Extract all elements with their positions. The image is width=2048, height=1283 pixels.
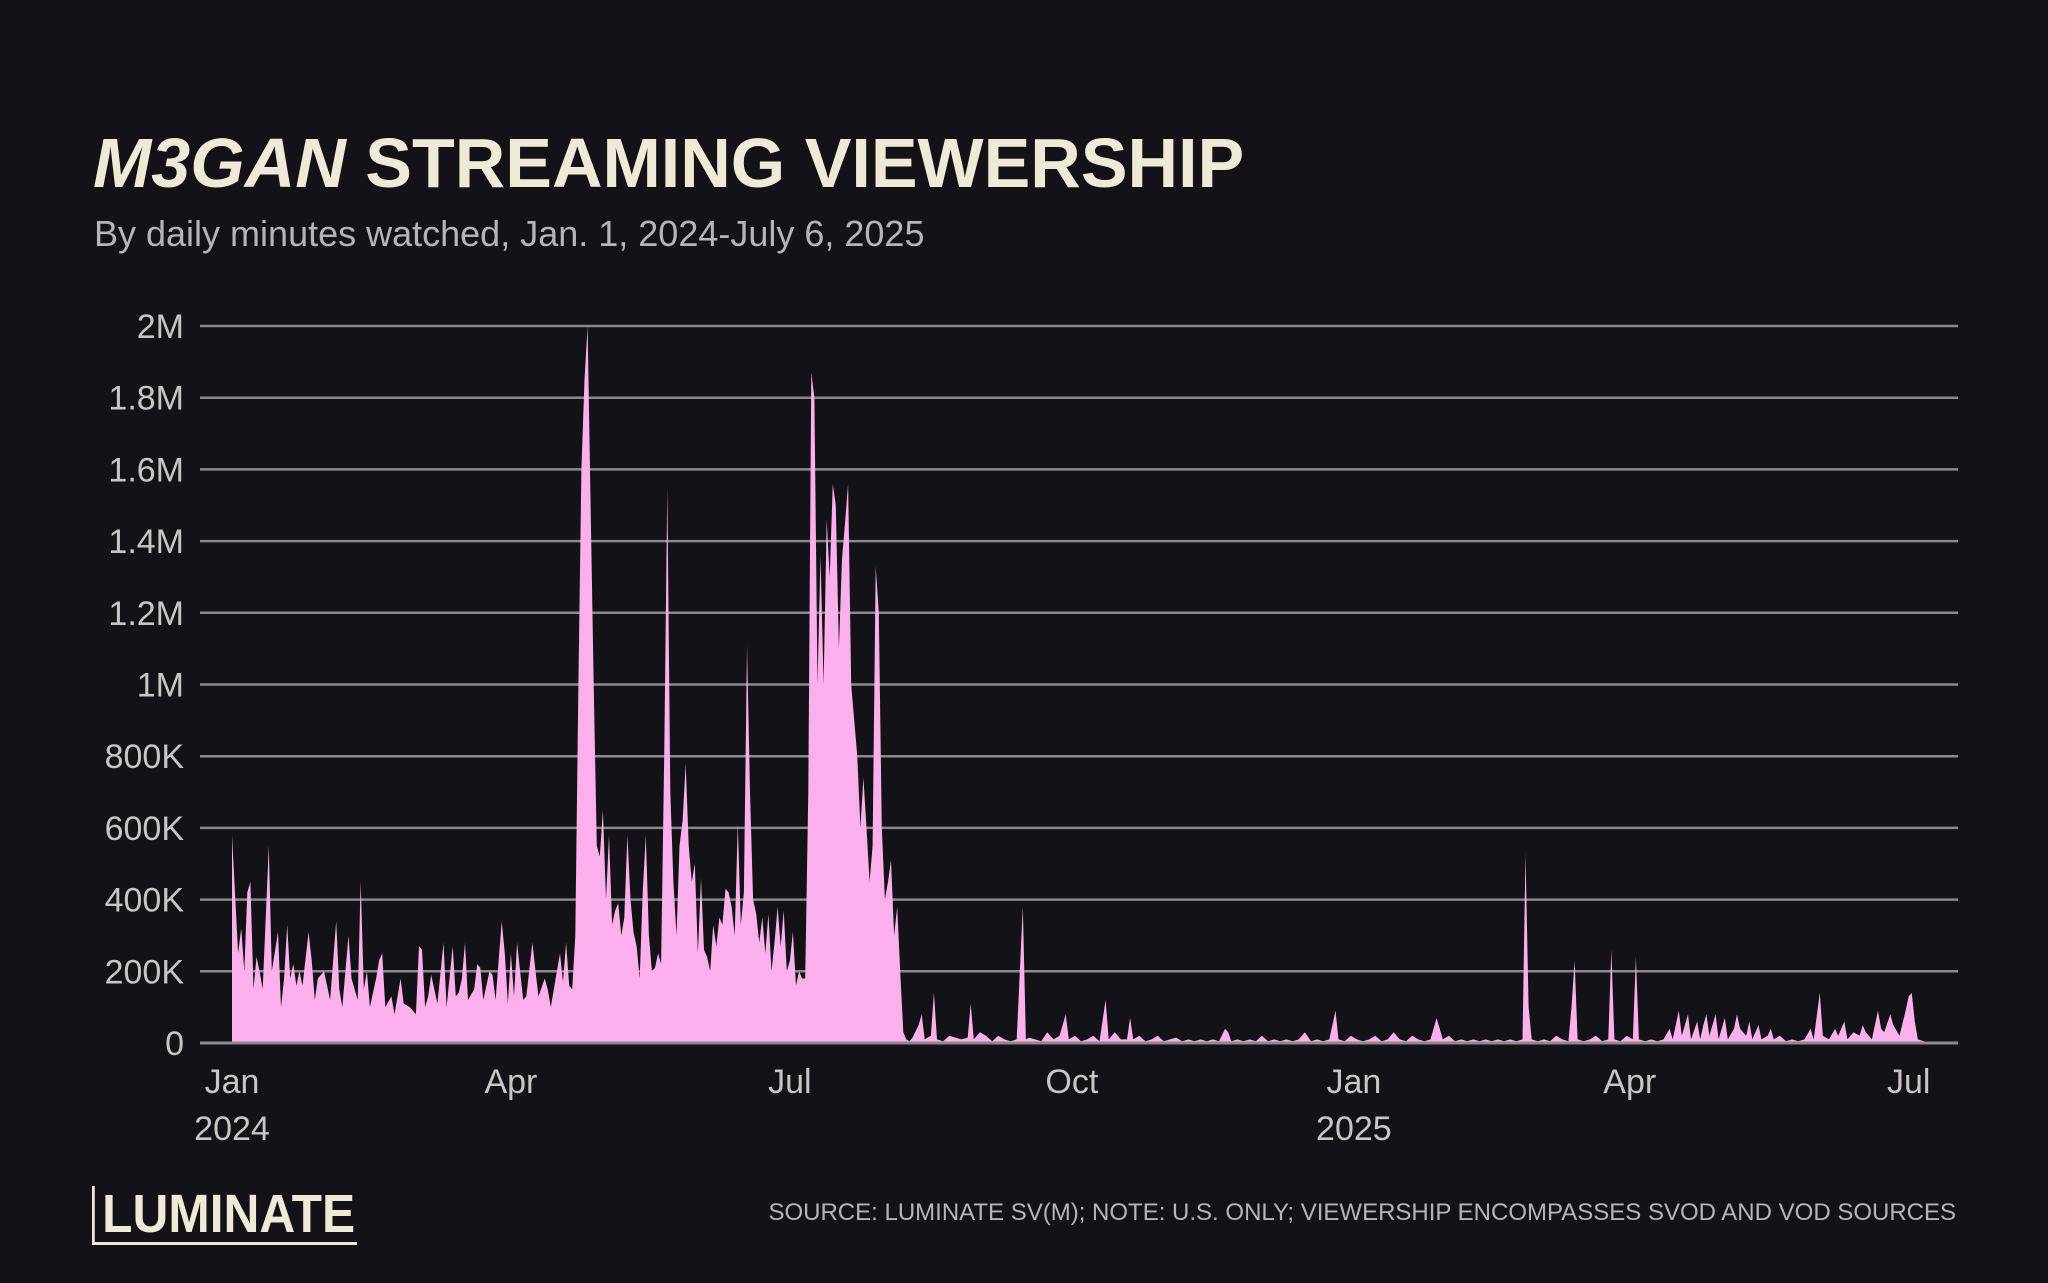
y-tick-label: 400K	[105, 882, 185, 920]
x-tick-year: 2025	[1316, 1110, 1392, 1148]
x-axis-ticks: Jan 2024 Apr Jul Oct Jan 2025 Apr Jul	[194, 1063, 1930, 1148]
y-tick-label: 800K	[105, 738, 185, 776]
y-tick-label: 1.4M	[108, 523, 184, 561]
chart-title: M3GAN STREAMING VIEWERSHIP	[93, 128, 1244, 198]
y-tick-label: 600K	[105, 810, 185, 848]
y-tick-label: 1.2M	[108, 595, 184, 633]
chart-title-italic: M3GAN	[93, 124, 346, 202]
x-tick-label: Jan	[1326, 1063, 1381, 1101]
x-tick-label: Jan	[205, 1063, 260, 1101]
y-tick-label: 1M	[137, 667, 184, 705]
x-tick-label: Apr	[1603, 1063, 1656, 1101]
x-tick-label: Jul	[1887, 1063, 1930, 1101]
x-tick-label: Jul	[768, 1063, 811, 1101]
y-axis-ticks: 0 200K 400K 600K 800K 1M 1.2M 1.4M 1.6M 1.8M 2M	[105, 308, 185, 1063]
chart-subtitle: By daily minutes watched, Jan. 1, 2024-J…	[94, 213, 925, 254]
y-tick-label: 2M	[137, 308, 184, 346]
source-note: SOURCE: LUMINATE SV(M); NOTE: U.S. ONLY;…	[768, 1199, 1956, 1226]
y-tick-label: 200K	[105, 953, 185, 991]
x-tick-year: 2024	[194, 1110, 270, 1148]
y-tick-label: 1.6M	[108, 451, 184, 489]
y-tick-label: 0	[165, 1025, 184, 1063]
luminate-logo: LUMINATE	[92, 1186, 357, 1245]
x-tick-label: Oct	[1045, 1063, 1098, 1101]
chart-title-rest: STREAMING VIEWERSHIP	[365, 124, 1245, 202]
x-tick-label: Apr	[484, 1063, 537, 1101]
y-tick-label: 1.8M	[108, 380, 184, 418]
gridlines	[200, 324, 1958, 973]
